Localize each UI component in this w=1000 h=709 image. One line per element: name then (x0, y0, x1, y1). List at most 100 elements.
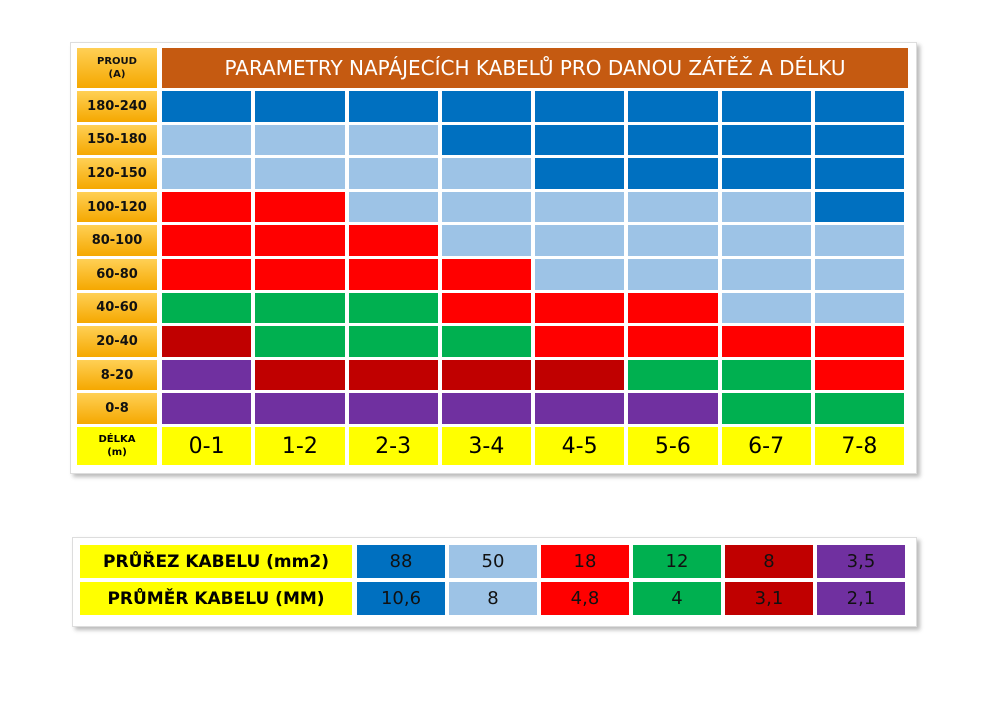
cell (628, 91, 718, 122)
row-label: 0-8 (77, 393, 157, 424)
row-label: 180-240 (77, 91, 157, 122)
cell (441, 259, 531, 290)
row-label: 60-80 (77, 259, 157, 290)
cell (628, 225, 718, 256)
cell (162, 259, 252, 290)
cell (628, 393, 718, 424)
cell (721, 225, 811, 256)
cell (441, 359, 531, 391)
row-label: 40-60 (77, 292, 157, 324)
title-bar: PARAMETRY NAPÁJECÍCH KABELŮ PRO DANOU ZÁ… (162, 48, 908, 88)
legend-value: 88 (357, 545, 445, 578)
cell (348, 225, 438, 256)
cell (255, 359, 345, 391)
cell (162, 292, 252, 324)
cell (721, 124, 811, 156)
cell (535, 158, 625, 189)
legend-value: 10,6 (357, 582, 445, 615)
length-header-text: DÉLKA (98, 434, 136, 445)
length-label: 2-3 (348, 427, 438, 465)
cell (814, 158, 904, 189)
cell (162, 91, 252, 122)
cell (814, 124, 904, 156)
legend-value: 2,1 (817, 582, 905, 615)
cell (814, 91, 904, 122)
cell (441, 292, 531, 324)
legend-value: 3,1 (725, 582, 813, 615)
cell (255, 191, 345, 223)
cell (535, 259, 625, 290)
corner-text: (A) (108, 69, 126, 80)
legend-value: 8 (449, 582, 537, 615)
cell (721, 91, 811, 122)
length-label: 1-2 (255, 427, 345, 465)
length-label: 3-4 (441, 427, 531, 465)
cell (814, 359, 904, 391)
cell (255, 259, 345, 290)
cell (535, 359, 625, 391)
legend-value: 18 (541, 545, 629, 578)
cell (255, 124, 345, 156)
cell (814, 292, 904, 324)
cell (162, 393, 252, 424)
cell (535, 225, 625, 256)
cell (721, 191, 811, 223)
cell (814, 225, 904, 256)
cell (162, 191, 252, 223)
cell (162, 359, 252, 391)
cell (162, 158, 252, 189)
cell (535, 326, 625, 357)
cell (162, 225, 252, 256)
legend-value: 4 (633, 582, 721, 615)
corner-cell: PROUD (A) (77, 48, 157, 88)
cell (441, 158, 531, 189)
cell (255, 91, 345, 122)
cell (628, 158, 718, 189)
row-label: 100-120 (77, 191, 157, 223)
cell (348, 191, 438, 223)
legend-value: 12 (633, 545, 721, 578)
cell (255, 225, 345, 256)
title: PARAMETRY NAPÁJECÍCH KABELŮ PRO DANOU ZÁ… (224, 56, 846, 80)
cell (721, 259, 811, 290)
cell (348, 124, 438, 156)
cell (348, 393, 438, 424)
cell (628, 292, 718, 324)
cell (628, 326, 718, 357)
cell (441, 225, 531, 256)
cell (535, 292, 625, 324)
cell (348, 292, 438, 324)
cell (162, 124, 252, 156)
length-header: DÉLKA (m) (77, 427, 157, 465)
cell (535, 393, 625, 424)
cell (628, 259, 718, 290)
cell (721, 326, 811, 357)
row-label: 20-40 (77, 326, 157, 357)
legend-row-label: PRŮŘEZ KABELU (mm2) (80, 545, 352, 578)
cell (535, 191, 625, 223)
cell (255, 158, 345, 189)
legend-value: 50 (449, 545, 537, 578)
cell (441, 191, 531, 223)
legend-value: 8 (725, 545, 813, 578)
legend-value: 3,5 (817, 545, 905, 578)
row-label: 120-150 (77, 158, 157, 189)
length-header-text: (m) (107, 447, 127, 458)
cell (721, 158, 811, 189)
length-label: 4-5 (535, 427, 625, 465)
cell (721, 359, 811, 391)
cell (255, 292, 345, 324)
cell (348, 259, 438, 290)
cell (535, 124, 625, 156)
cell (721, 292, 811, 324)
row-label: 8-20 (77, 359, 157, 391)
cell (628, 124, 718, 156)
cell (628, 191, 718, 223)
cell (441, 91, 531, 122)
cell (814, 191, 904, 223)
cell (814, 393, 904, 424)
length-label: 7-8 (814, 427, 904, 465)
cell (348, 326, 438, 357)
legend-row-label: PRŮMĚR KABELU (MM) (80, 582, 352, 615)
